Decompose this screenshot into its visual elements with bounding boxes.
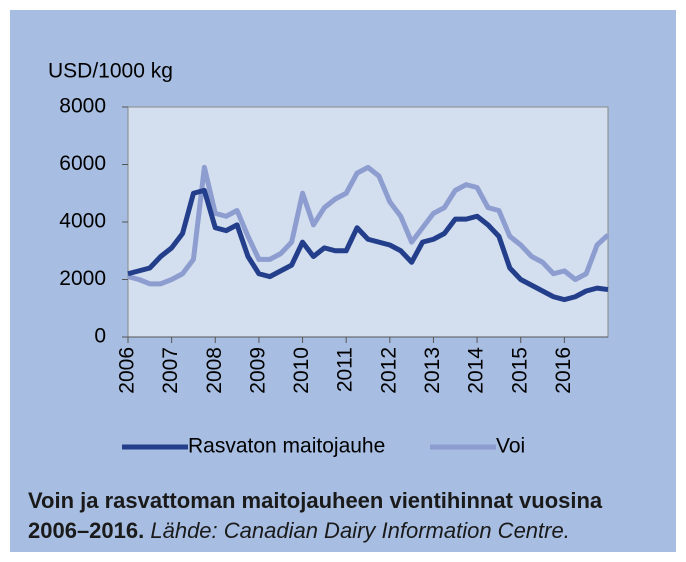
caption-text: Voin ja rasvattoman maitojauheen vientih… [28,488,603,543]
y-tick-label: 4000 [59,210,106,233]
x-tick-label: 2010 [290,347,313,394]
x-tick-label: 2012 [377,347,400,394]
x-tick-label: 2011 [334,347,357,392]
chart: USD/1000 kg 0 2000 4000 6000 8000 2006 2007 200… [48,60,610,458]
x-tick-label: 2016 [552,347,575,394]
x-tick-label: 2007 [159,347,182,394]
x-tick-label: 2015 [508,347,531,394]
caption-source: Lähde: Canadian Dairy Information Centre… [150,518,570,543]
legend-label: Rasvaton maitojauhe [188,435,385,458]
y-tick-label: 0 [94,325,106,348]
x-tick-label: 2008 [203,347,226,394]
axis-label: USD/1000 kg [48,60,173,83]
x-tick-label: 2013 [421,347,444,394]
line-series [127,187,609,303]
y-tick-label: 8000 [59,95,106,118]
line-series [127,164,610,287]
x-tick-label: 2014 [465,347,488,394]
caption: Voin ja rasvattoman maitojauheen vientih… [28,486,668,546]
x-tick-label: 2009 [246,347,269,394]
legend-label: Voi [496,435,525,458]
plot-area [127,106,609,338]
y-tick-label: 6000 [59,152,106,175]
x-tick-label: 2006 [116,347,139,394]
y-tick-label: 2000 [59,267,106,290]
